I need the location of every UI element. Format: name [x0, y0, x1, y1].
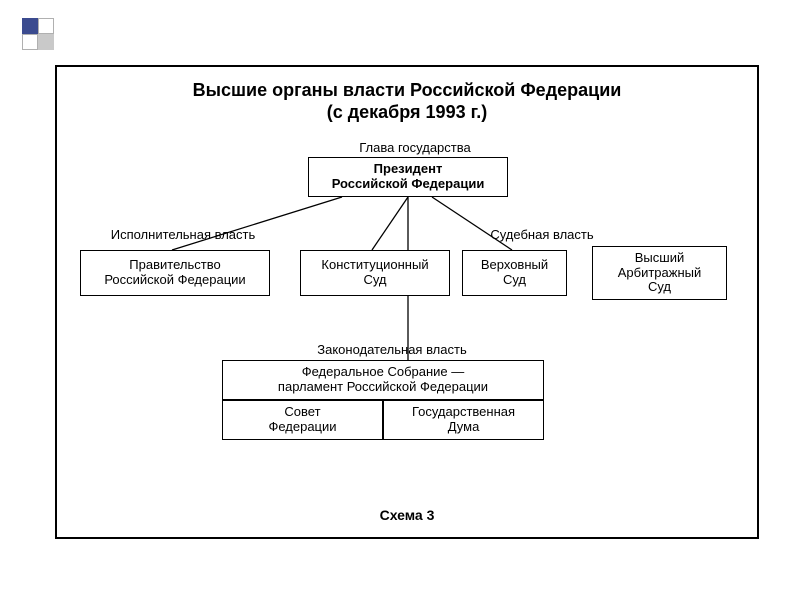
node-supreme-court: ВерховныйСуд: [462, 250, 567, 296]
decor-square: [22, 18, 38, 34]
diagram-frame: Высшие органы власти Российской Федераци…: [55, 65, 759, 539]
label-judicial-branch: Судебная власть: [472, 227, 612, 242]
diagram-title-line1: Высшие органы власти Российской Федераци…: [57, 80, 757, 101]
node-constitutional-court: КонституционныйСуд: [300, 250, 450, 296]
node-federal-assembly: Федеральное Собрание —парламент Российск…: [222, 360, 544, 400]
label-head-of-state: Глава государства: [330, 140, 500, 155]
decor-square: [22, 34, 38, 50]
node-president: ПрезидентРоссийской Федерации: [308, 157, 508, 197]
decor-square: [38, 34, 54, 50]
label-legislative-branch: Законодательная власть: [292, 342, 492, 357]
node-arbitration-court: ВысшийАрбитражныйСуд: [592, 246, 727, 300]
node-federation-council: СоветФедерации: [222, 400, 383, 440]
diagram-caption: Схема 3: [57, 507, 757, 523]
diagram-title-line2: (с декабря 1993 г.): [57, 102, 757, 123]
label-executive-branch: Исполнительная власть: [98, 227, 268, 242]
decor-square: [38, 18, 54, 34]
node-government: ПравительствоРоссийской Федерации: [80, 250, 270, 296]
diagram-edges: [57, 67, 757, 537]
node-state-duma: ГосударственнаяДума: [383, 400, 544, 440]
